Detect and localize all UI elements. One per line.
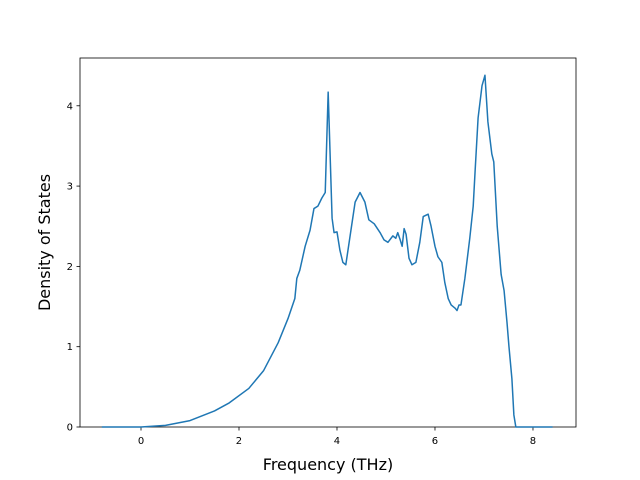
y-tick-label: 2 xyxy=(67,262,73,273)
y-tick-label: 3 xyxy=(67,182,73,193)
y-tick-label: 0 xyxy=(67,423,73,434)
plot-frame xyxy=(79,57,577,428)
y-tick-label: 4 xyxy=(67,101,73,112)
dos-line xyxy=(101,74,553,428)
x-tick-label: 6 xyxy=(432,436,438,447)
x-axis-label: Frequency (THz) xyxy=(263,455,393,474)
x-tick-label: 2 xyxy=(236,436,242,447)
x-tick-label: 4 xyxy=(334,436,340,447)
y-axis-label: Density of States xyxy=(35,174,54,311)
x-tick-label: 8 xyxy=(530,436,536,447)
x-tick-label: 0 xyxy=(138,436,144,447)
y-tick-label: 1 xyxy=(67,342,73,353)
